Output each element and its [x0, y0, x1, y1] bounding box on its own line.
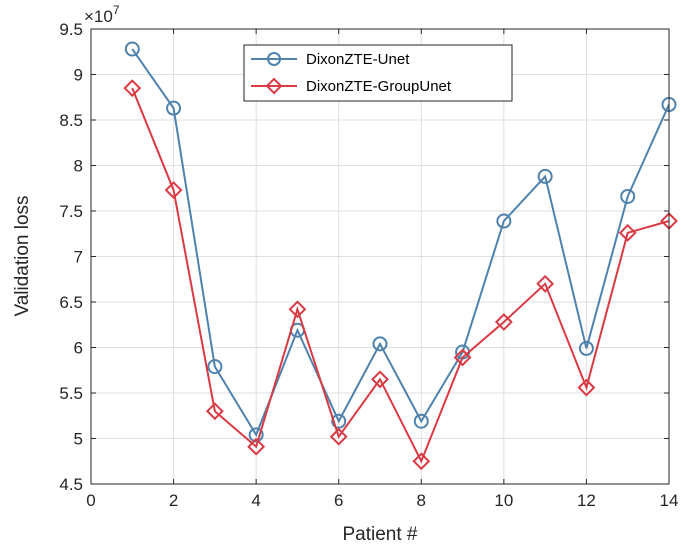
data-point-circle: [578, 340, 594, 356]
data-point-diamond: [412, 452, 431, 471]
legend-box: [243, 44, 513, 102]
data-point-circle: [331, 413, 347, 429]
x-tick-label: 2: [169, 491, 178, 510]
data-point-diamond: [577, 378, 596, 397]
data-point-diamond: [453, 348, 472, 367]
y-exponent-label: ×107: [84, 3, 120, 26]
grid: [91, 29, 669, 484]
data-point-diamond: [205, 402, 224, 421]
y-tick-label: 7.5: [59, 202, 83, 221]
ticks: 0 2 4 6 8 10 12 14 4.5 5 5.5 6 6.5 7 7.5 8 8.5 9 9.5: [59, 20, 678, 510]
data-point-circle: [207, 359, 223, 375]
legend-marker-diamond: [265, 77, 283, 95]
data-point-diamond: [618, 223, 637, 242]
x-tick-label: 6: [334, 491, 343, 510]
x-tick-label: 8: [417, 491, 426, 510]
x-tick-label: 4: [251, 491, 260, 510]
data-point-circle: [496, 213, 512, 229]
y-tick-label: 8: [74, 157, 83, 176]
y-tick-label: 4.5: [59, 475, 83, 494]
x-tick-label: 12: [577, 491, 596, 510]
data-point-diamond: [288, 300, 307, 319]
series-line-1: [131, 87, 670, 464]
data-point-circle: [413, 413, 429, 429]
data-point-diamond: [329, 427, 348, 446]
data-point-circle: [248, 427, 264, 443]
y-tick-label: 6.5: [59, 293, 83, 312]
y-axis-label: Validation loss: [12, 195, 33, 316]
x-tick-label: 10: [494, 491, 513, 510]
y-tick-label: 7: [74, 248, 83, 267]
x-tick-label: 14: [660, 491, 679, 510]
legend: DixonZTE-Unet DixonZTE-GroupUnet: [243, 44, 513, 102]
data-point-circle: [372, 336, 388, 352]
y-tick-label: 9.5: [59, 20, 83, 39]
data-point-diamond: [494, 313, 513, 331]
data-point-diamond: [164, 181, 183, 199]
data-point-diamond: [371, 370, 389, 389]
y-tick-label: 8.5: [59, 111, 83, 130]
data-point-diamond: [536, 274, 555, 293]
data-point-diamond: [123, 79, 142, 98]
y-tick-label: 9: [74, 66, 83, 85]
series-layer: [123, 41, 678, 471]
data-point-circle: [166, 100, 182, 116]
x-tick-label: 0: [86, 491, 95, 510]
legend-entry-dixonzte-unet: DixonZTE-Unet: [306, 51, 410, 68]
data-point-diamond: [247, 437, 266, 456]
data-point-circle: [124, 41, 140, 57]
legend-entry-dixonzte-groupunet: DixonZTE-GroupUnet: [306, 78, 452, 95]
y-tick-label: 6: [74, 339, 83, 358]
legend-marker-circle: [267, 52, 281, 66]
series-line-0: [131, 48, 670, 438]
y-tick-label: 5: [74, 430, 83, 449]
y-tick-label: 5.5: [59, 384, 83, 403]
data-point-circle: [537, 168, 553, 184]
x-axis-label: Patient #: [343, 524, 418, 545]
data-point-circle: [620, 188, 636, 204]
